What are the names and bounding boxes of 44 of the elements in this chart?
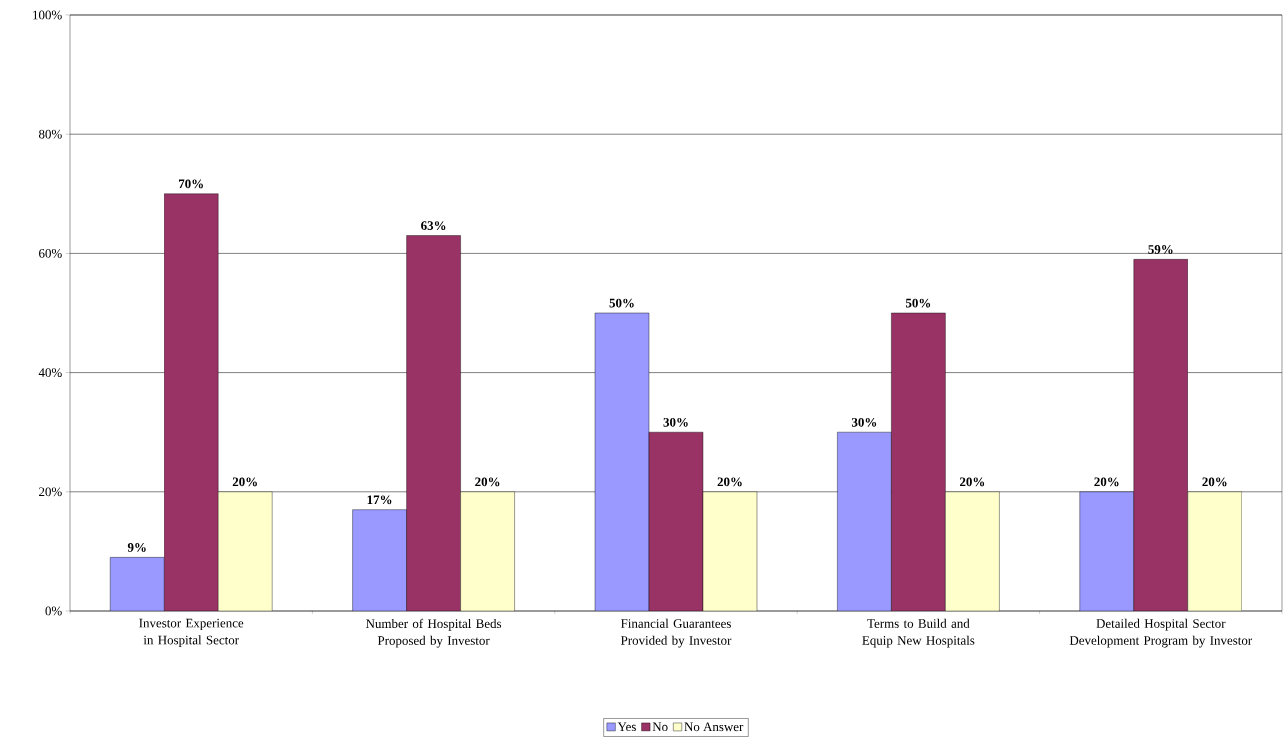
data-label: 59% xyxy=(1148,245,1173,254)
bar xyxy=(460,491,515,611)
x-tick-label: Detailed Hospital Sector Development Program by Investor xyxy=(1069,618,1253,648)
data-label: 50% xyxy=(905,298,931,308)
legend-label: No xyxy=(652,722,668,732)
legend-label: No Answer xyxy=(684,722,744,732)
y-tick-label: 60% xyxy=(39,249,62,258)
bar xyxy=(648,432,704,611)
data-label: 17% xyxy=(367,495,392,505)
bar xyxy=(945,491,1000,611)
y-tick-label: 80% xyxy=(38,129,62,139)
bar xyxy=(594,312,650,611)
data-label: 30% xyxy=(663,417,688,427)
data-label: 20% xyxy=(1202,477,1227,487)
data-label: 63% xyxy=(421,221,446,230)
data-label: 20% xyxy=(1094,477,1119,487)
data-label: 50% xyxy=(609,298,634,308)
y-tick-label: 20% xyxy=(39,487,62,497)
bar xyxy=(1133,259,1188,611)
data-label: 30% xyxy=(851,417,877,427)
data-label: 70% xyxy=(178,179,203,189)
bar xyxy=(352,509,407,611)
bar xyxy=(164,193,219,611)
data-label: 20% xyxy=(475,477,500,487)
x-tick-label: Investor Experience in Hospital Sector xyxy=(139,618,244,648)
data-label: 20% xyxy=(717,477,742,487)
bar xyxy=(1187,491,1242,611)
data-label: 20% xyxy=(232,477,257,487)
bar xyxy=(891,312,946,611)
legend-label: Yes xyxy=(617,722,636,732)
y-tick-label: 0% xyxy=(45,606,62,616)
bar xyxy=(837,432,892,611)
bar xyxy=(1079,491,1134,611)
y-tick-label: 40% xyxy=(38,368,62,377)
bar xyxy=(702,491,758,611)
x-tick-label: Terms to Build and Equip New Hospitals xyxy=(862,618,975,648)
bar xyxy=(218,491,273,611)
x-tick-label: Number of Hospital Beds Proposed by Investor xyxy=(365,618,502,648)
x-tick-label: Financial Guarantees Provided by Investor xyxy=(620,618,732,648)
data-label: 9% xyxy=(127,543,146,552)
data-label: 20% xyxy=(959,477,985,487)
bar xyxy=(110,557,165,611)
bar xyxy=(406,235,461,611)
y-tick-label: 100% xyxy=(33,10,62,20)
